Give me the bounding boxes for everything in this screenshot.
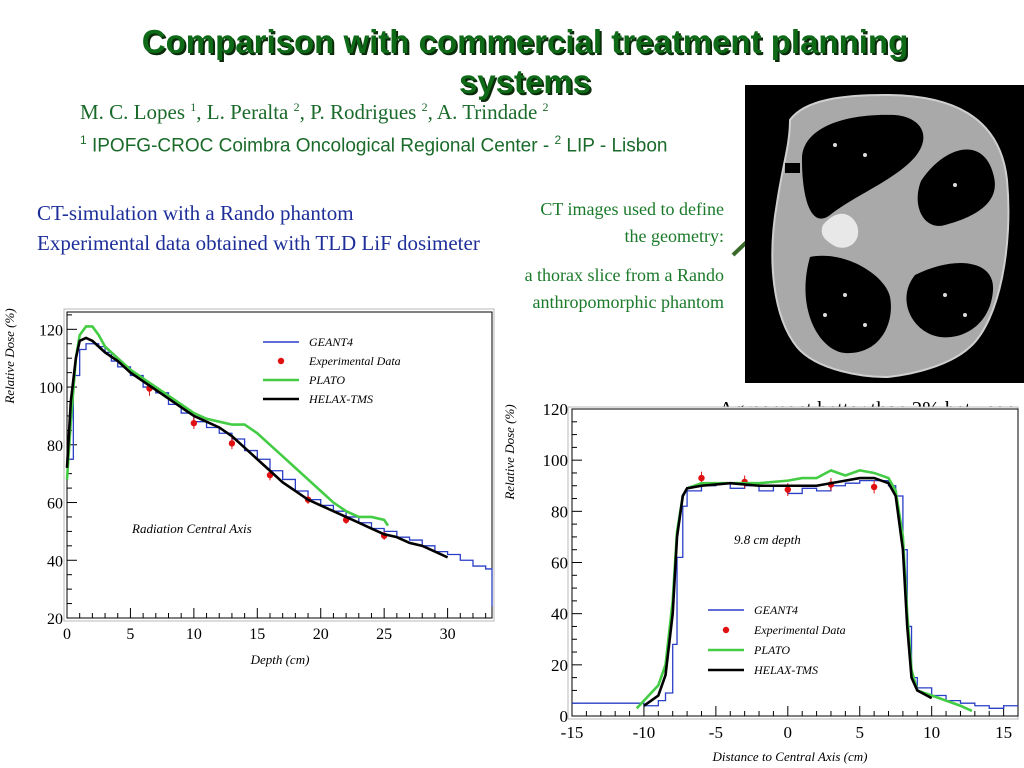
- x-axis-label: Depth (cm): [250, 652, 310, 667]
- x-tick-label: 30: [440, 626, 456, 643]
- y-tick-label: 20: [551, 656, 568, 675]
- data-point: [784, 486, 792, 493]
- legend-label: Experimental Data: [308, 354, 401, 368]
- x-tick-label: 15: [249, 626, 265, 643]
- method-note-line: CT-simulation with a Rando phantom: [37, 201, 354, 225]
- chart-annotation: Radiation Central Axis: [131, 521, 252, 536]
- y-tick-label: 40: [551, 605, 568, 624]
- legend-label: Experimental Data: [753, 623, 846, 637]
- series-helax-line: [643, 476, 933, 707]
- y-tick-label: 120: [39, 322, 63, 339]
- x-tick-label: 20: [313, 626, 329, 643]
- series-helax-line: [65, 336, 449, 559]
- ct-caption-para: a thorax slice from a Rando anthropomorp…: [524, 265, 724, 312]
- chart-frame: [567, 406, 1019, 720]
- x-tick-label: 0: [63, 626, 71, 643]
- slide-title: Comparison with commercial treatment pla…: [141, 23, 909, 100]
- y-tick-label: 80: [551, 502, 568, 521]
- legend-label: GEANT4: [754, 603, 798, 617]
- method-note: CT-simulation with a Rando phantom Exper…: [37, 198, 507, 258]
- y-tick-label: 80: [47, 438, 63, 455]
- y-axis-label: Relative Dose (%): [2, 308, 17, 404]
- legend-label: PLATO: [753, 643, 790, 657]
- ct-caption: CT images used to define the geometry: a…: [520, 196, 724, 328]
- y-tick-label: 60: [47, 496, 63, 513]
- legend-label: GEANT4: [309, 335, 353, 349]
- legend-label: HELAX-TMS: [308, 392, 373, 406]
- ct-caption-para: CT images used to define the geometry:: [540, 199, 724, 246]
- chart-annotation: 9.8 cm depth: [734, 532, 801, 547]
- legend-label: HELAX-TMS: [753, 663, 818, 677]
- author-affil-mark: 2: [542, 100, 549, 114]
- author-affil-mark: 2: [293, 100, 300, 114]
- legend-marker: [722, 626, 730, 634]
- data-point: [870, 483, 878, 491]
- x-tick-label: -15: [561, 723, 584, 742]
- y-tick-label: 40: [47, 553, 63, 570]
- x-tick-label: 10: [923, 723, 940, 742]
- x-tick-label: -10: [633, 723, 656, 742]
- x-tick-label: 15: [995, 723, 1012, 742]
- legend-marker: [277, 357, 285, 365]
- author-name: , P. Rodrigues: [299, 100, 417, 124]
- author-affil-mark: 2: [421, 100, 428, 114]
- affil-text: LIP - Lisbon: [561, 135, 668, 157]
- ct-thorax-image: [745, 85, 1024, 383]
- author-name: M. C. Lopes: [80, 100, 185, 124]
- affil-mark: 1: [80, 133, 87, 147]
- legend-label: PLATO: [308, 373, 345, 387]
- author-name: , A. Trindade: [427, 100, 538, 124]
- chart-frame: [63, 308, 495, 622]
- y-axis-label: Relative Dose (%): [502, 404, 517, 500]
- affiliation-line: 1 IPOFG-CROC Coimbra Oncological Regiona…: [80, 133, 667, 157]
- x-axis-label: Distance to Central Axis (cm): [711, 749, 867, 764]
- lateral-profile-chart: -15 -10 -5 0 5 10 15 0 20 40 60 80 100 120 Distance to…: [502, 400, 1019, 764]
- series-plato-line: [65, 325, 390, 527]
- x-tick-label: 5: [126, 626, 134, 643]
- y-tick-label: 0: [560, 707, 569, 726]
- series-geant4-line: [572, 479, 1018, 709]
- affil-mark: 2: [554, 133, 562, 147]
- author-line: M. C. Lopes 1, L. Peralta 2, P. Rodrigue…: [80, 100, 549, 125]
- method-note-line: Experimental data obtained with TLD LiF …: [37, 231, 480, 255]
- affil-text: IPOFG-CROC Coimbra Oncological Regional …: [86, 135, 555, 157]
- data-point: [698, 474, 705, 482]
- x-tick-label: 25: [376, 626, 392, 643]
- y-tick-label: 120: [543, 400, 569, 419]
- y-tick-label: 20: [47, 611, 63, 628]
- y-tick-label: 100: [39, 380, 63, 397]
- author-name: , L. Peralta: [196, 100, 289, 124]
- depth-dose-chart: 0 5 10 15 20 25 30 20 40 60 80 100 120 Depth (cm) Rela…: [2, 308, 495, 667]
- data-point: [190, 419, 198, 427]
- x-tick-label: 0: [784, 723, 793, 742]
- x-tick-label: -5: [709, 723, 723, 742]
- x-tick-label: 5: [855, 723, 864, 742]
- data-point: [228, 440, 236, 447]
- y-tick-label: 100: [543, 451, 569, 470]
- y-tick-label: 60: [551, 554, 568, 573]
- x-tick-label: 10: [186, 626, 202, 643]
- author-affil-mark: 1: [190, 100, 197, 114]
